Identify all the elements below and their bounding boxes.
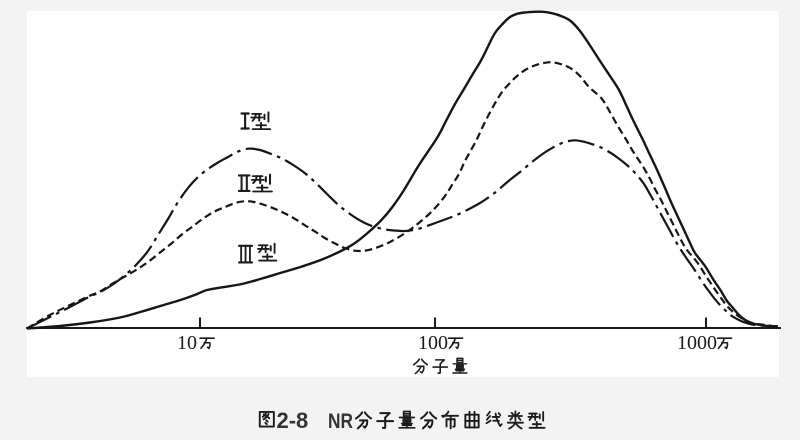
svg-text:100: 100 [418,332,448,354]
svg-text:NR: NR [328,410,353,433]
svg-text:10: 10 [177,332,197,354]
svg-text:1000: 1000 [677,332,717,354]
svg-text:2-8: 2-8 [277,408,309,433]
